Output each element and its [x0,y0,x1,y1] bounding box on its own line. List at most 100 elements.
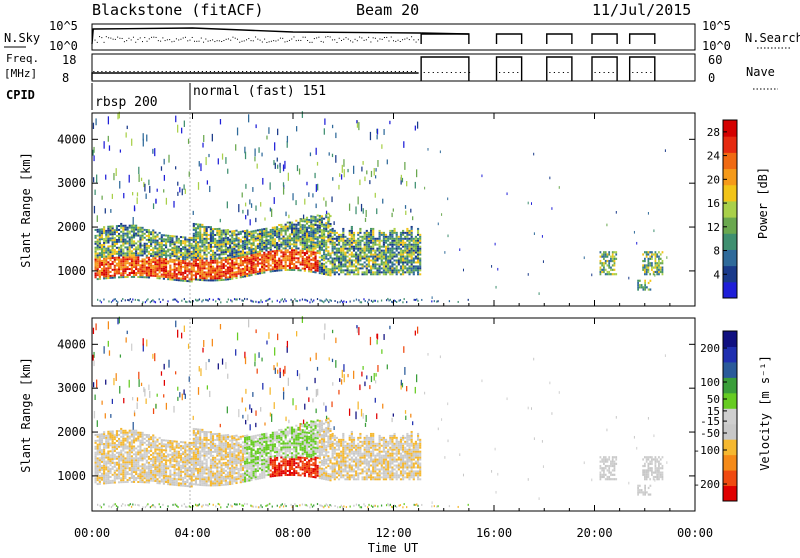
power-cell [95,118,96,125]
power-cell [314,267,316,269]
power-cell [193,249,195,251]
nave-dot [310,71,311,72]
power-cell [218,256,220,258]
power-cell [221,236,223,238]
power-cell [263,270,265,272]
power-cell [193,260,195,262]
power-cell [389,273,391,275]
power-cell [280,299,281,301]
power-cell [107,234,109,236]
power-cell [138,174,139,182]
power-cell [306,223,308,225]
nsearch-dot [147,41,148,42]
velocity-cell [105,461,107,463]
power-cell [400,273,402,275]
power-cell [197,255,199,257]
power-cell [603,253,605,255]
power-cell [103,272,105,274]
power-cell [250,243,252,245]
power-cell [306,264,308,266]
power-cell [193,239,195,241]
velocity-cell [116,476,118,478]
power-cell [355,265,357,267]
power-cell [223,237,225,239]
nave-dot [411,71,412,72]
power-cell [291,229,293,231]
power-cell [154,245,156,247]
power-cell [314,173,315,178]
power-cell [199,259,201,261]
power-cell [394,230,396,232]
power-cell [295,251,297,253]
power-cell [257,247,259,249]
power-cell [660,267,662,269]
power-cell [491,265,492,268]
power-cell [186,249,188,251]
power-cell [188,247,190,249]
power-cell [408,232,410,234]
power-cell [415,267,417,269]
power-cell [223,230,225,232]
power-cell [95,229,97,231]
power-cell [353,269,355,271]
velocity-cell [116,430,118,432]
power-cell [374,168,375,176]
power-cell [216,250,218,252]
power-cell [366,271,368,273]
velocity-cell [152,452,154,454]
power-cell [394,267,396,269]
velocity-cell [120,473,122,475]
velocity-cell [141,469,143,471]
velocity-cell [101,477,103,479]
nave-dot [174,71,175,72]
velocity-cell [178,469,180,471]
power-cell [206,279,208,281]
power-cell [259,270,261,272]
velocity-cell [148,478,150,480]
velocity-cell [182,471,184,473]
power-cell [368,265,370,267]
velocity-cell [133,453,135,455]
velocity-cell [171,444,173,446]
velocity-cell [129,432,131,434]
power-cell [174,298,175,300]
power-cell [359,260,361,262]
power-cell [310,245,312,247]
power-cell [272,268,274,270]
power-cell [321,263,323,265]
power-cell [178,238,180,240]
power-cell [186,245,188,247]
velocity-cell [122,446,124,448]
power-cell [206,260,208,262]
power-cell [259,231,261,233]
power-cell [225,269,227,271]
nsearch-dot [316,37,317,38]
power-cell [349,240,351,242]
power-cell [152,261,154,263]
power-cell [321,245,323,247]
power-cell [184,278,186,280]
power-cell [195,255,197,257]
power-cell [118,263,120,265]
velocity-cell [150,468,152,470]
power-cell [193,235,195,237]
velocity-cell [186,469,188,471]
power-cell [174,263,176,265]
power-cell [235,277,237,279]
power-cell [293,251,295,253]
power-cell [109,233,111,235]
velocity-cell [131,434,133,436]
power-cell [263,264,265,266]
power-cell [283,167,284,171]
power-cell [376,208,377,214]
velocity-cell [118,446,120,448]
velocity-cell [152,466,154,468]
power-cell [436,301,437,303]
power-cell [99,248,101,250]
power-cell [238,241,240,243]
nsearch-dot [346,37,347,38]
velocity-cell [105,482,107,484]
power-cell [274,234,276,236]
power-cell [265,244,267,246]
power-cell [389,271,391,273]
